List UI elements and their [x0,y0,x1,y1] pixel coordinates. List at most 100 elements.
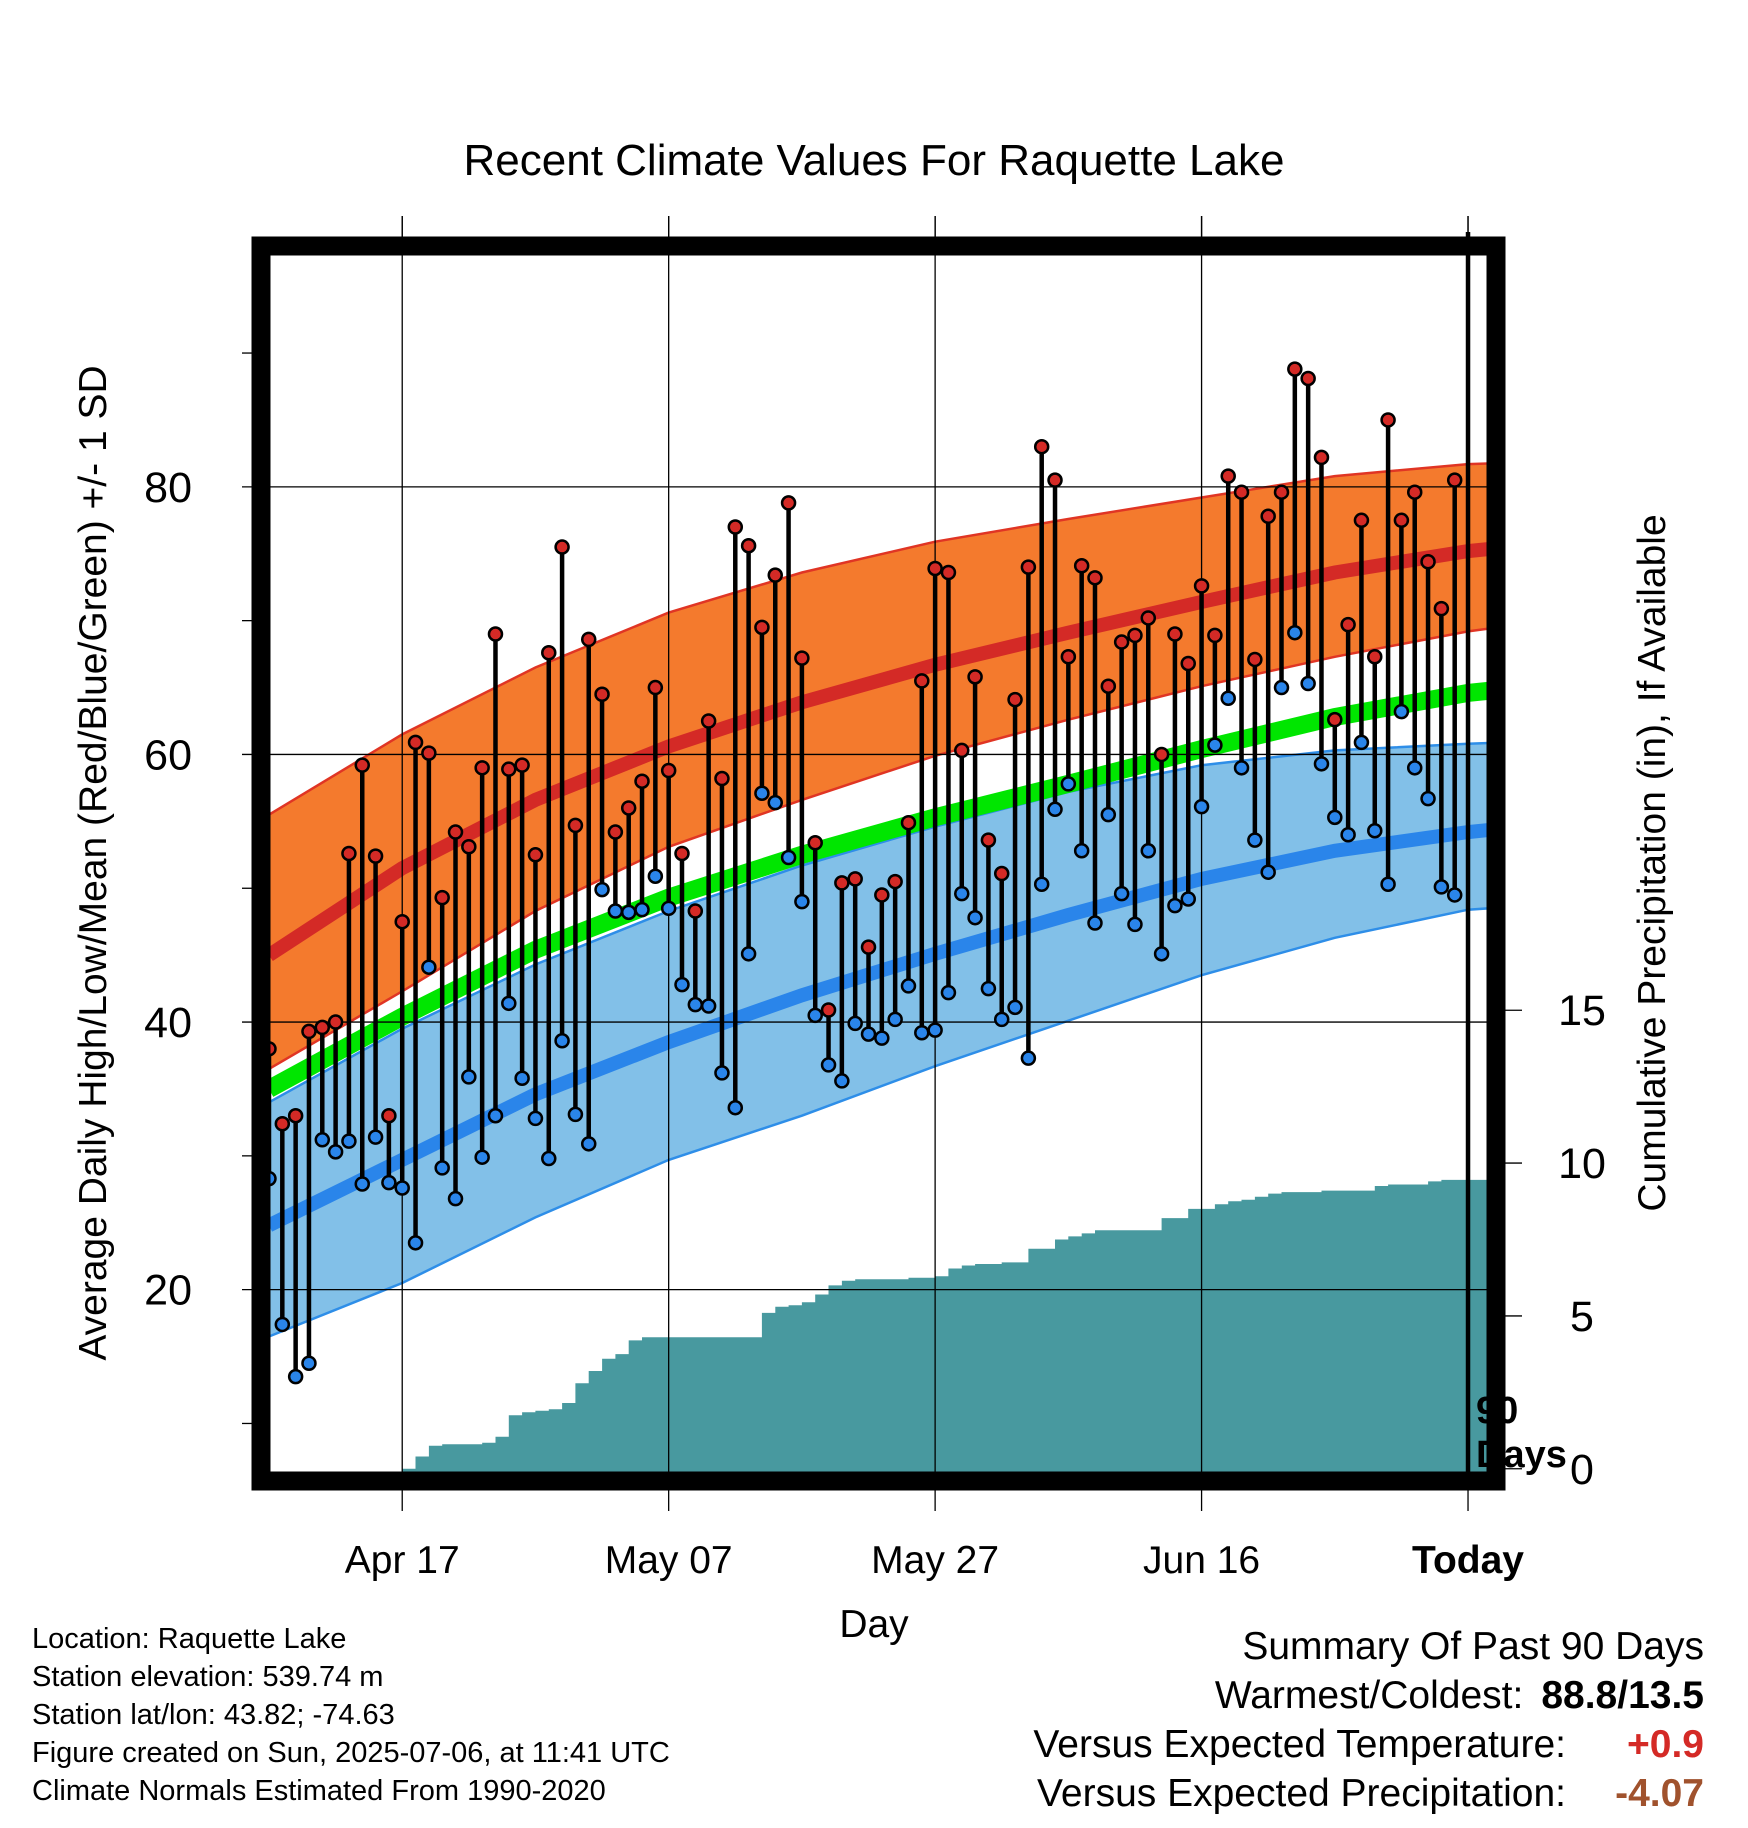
daily-low-point [647,868,664,884]
daily-high-point [834,875,850,891]
daily-high-point [914,673,930,689]
temp-departure-label: Versus Expected Temperature: [1033,1723,1566,1766]
daily-high-point [1033,438,1050,455]
daily-low-point [900,978,917,994]
daily-high-point [954,742,970,759]
daily-high-point [514,757,530,773]
daily-high-point [1193,578,1210,594]
daily-low-point [434,1160,450,1176]
daily-low-point [1446,887,1463,903]
daily-low-point [740,946,757,962]
y-tick-label: 20 [144,1267,192,1315]
daily-high-point [434,889,450,906]
daily-low-point [927,1022,943,1038]
daily-high-point [1433,600,1450,617]
elevation-text: Station elevation: 539.74 m [32,1661,384,1693]
daily-low-point [1420,790,1436,807]
daily-high-point [487,626,504,642]
daily-high-point [541,645,557,661]
warmest-coldest-value: 88.8/13.5 [1541,1674,1704,1717]
x-axis-label: Day [839,1603,909,1646]
daily-high-point [634,773,650,789]
daily-high-point [620,800,637,816]
daily-low-point [407,1235,424,1251]
x-tick-label: Today [1412,1539,1524,1582]
daily-low-point [940,984,957,1001]
daily-high-point [1380,412,1396,428]
daily-high-point [301,1023,317,1040]
daily-high-point [940,564,957,581]
chart-title: Recent Climate Values For Raquette Lake [464,136,1285,185]
daily-low-point [541,1150,557,1167]
daily-low-point [980,980,997,997]
daily-high-point [367,848,384,864]
daily-low-point [367,1129,384,1145]
daily-high-point [474,760,490,776]
daily-high-point [1313,449,1330,466]
daily-low-point [714,1065,730,1081]
daily-low-point [967,909,983,926]
daily-low-point [314,1132,331,1148]
daily-high-point [1007,691,1023,708]
daily-low-point [660,900,677,917]
daily-high-point [1300,370,1316,387]
daily-low-point [874,1030,890,1046]
daily-high-point [714,770,730,787]
daily-high-point [314,1019,331,1036]
daily-low-point [634,901,650,918]
daily-high-point [554,539,570,555]
daily-high-point [1340,616,1356,633]
created-text: Figure created on Sun, 2025-07-06, at 11… [32,1737,670,1769]
daily-low-point [1047,801,1063,818]
daily-high-point [407,734,424,751]
daily-high-point [607,824,624,840]
y2-tick-label: 5 [1570,1293,1594,1341]
daily-low-point [301,1355,317,1372]
daily-low-point [1087,915,1103,931]
precip-departure-value: -4.07 [1615,1772,1704,1815]
daily-high-point [1220,468,1236,484]
daily-low-point [954,885,970,902]
daily-high-point [1140,610,1157,626]
daily-low-point [1433,879,1450,895]
daily-high-point [1327,711,1343,728]
daily-high-point [847,871,863,887]
daily-low-point [887,1011,903,1028]
daily-low-point [527,1110,544,1127]
y-tick-label: 80 [144,464,192,512]
precip-departure-label: Versus Expected Precipitation: [1037,1772,1566,1815]
station-info: Location: Raquette Lake Station elevatio… [32,1620,832,1810]
daily-high-point [354,757,371,773]
summary-panel: Summary Of Past 90 Days Warmest/Coldest:… [804,1622,1704,1818]
daily-high-point [860,939,877,955]
daily-low-point [607,903,624,919]
daily-high-point [980,832,997,848]
daily-high-point [1353,512,1370,529]
daily-low-point [1260,864,1276,880]
daily-low-point [487,1107,504,1124]
daily-low-point [274,1316,291,1333]
daily-low-point [554,1033,570,1049]
daily-low-point [820,1057,837,1073]
daily-high-point [1020,559,1037,575]
daily-low-point [514,1070,530,1087]
daily-high-point [900,814,917,831]
normals-period-text: Climate Normals Estimated From 1990-2020 [32,1775,606,1807]
daily-low-point [381,1174,397,1191]
y2-axis-label: Cumulative Precipitation (in), If Availa… [1631,514,1674,1211]
daily-high-point [327,1014,344,1030]
daily-low-point [594,881,610,898]
daily-high-point [287,1107,304,1124]
daily-low-point [1100,806,1117,823]
daily-low-point [1327,809,1343,826]
daily-low-point [421,959,437,975]
x-tick-label: Apr 17 [345,1539,460,1582]
temp-departure-value: +0.9 [1627,1723,1704,1766]
daily-low-point [1406,760,1423,776]
daily-low-point [1113,885,1130,902]
daily-high-point [700,713,717,729]
daily-low-point [1007,999,1023,1016]
daily-high-point [887,873,903,890]
y2-tick-label: 0 [1570,1446,1594,1494]
daily-high-point [274,1115,291,1132]
